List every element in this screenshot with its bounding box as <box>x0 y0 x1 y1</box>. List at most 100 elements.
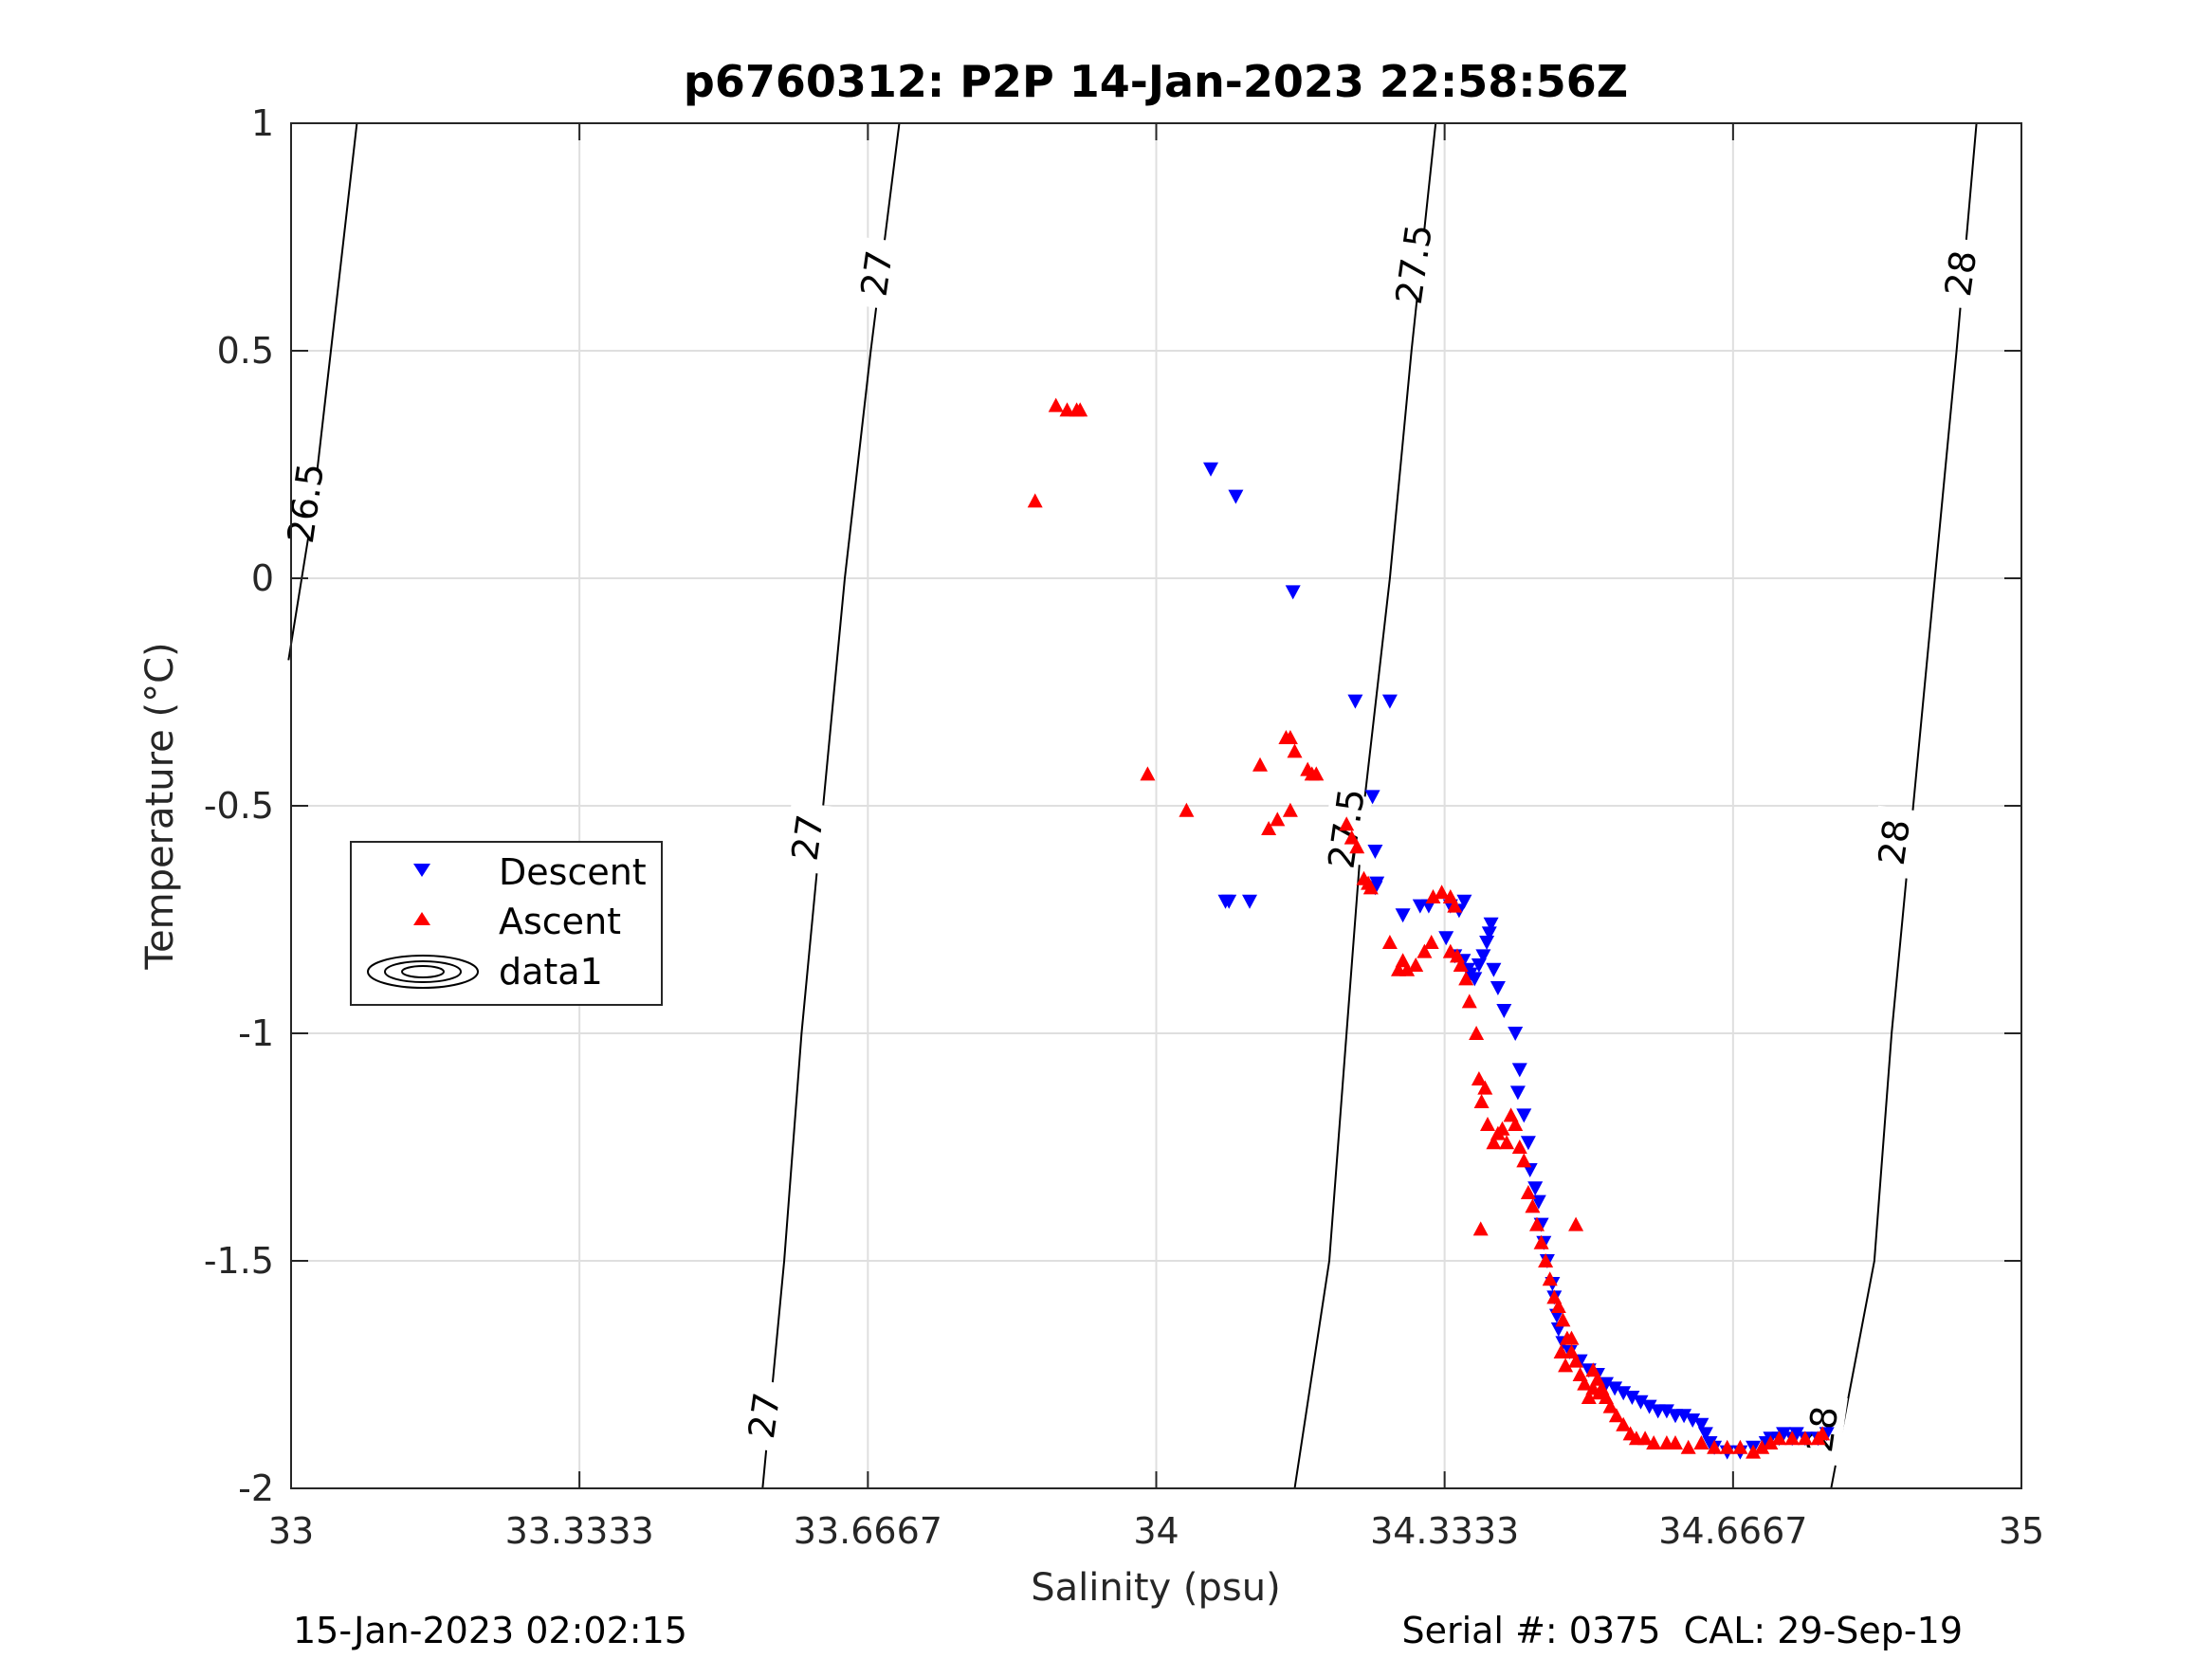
ascent-point <box>1408 957 1424 972</box>
ascent-point <box>1362 880 1379 895</box>
ascent-point <box>1581 1390 1597 1404</box>
ascent-point <box>1591 1385 1607 1400</box>
descent-point <box>1479 936 1495 950</box>
ascent-point <box>1511 1139 1527 1154</box>
descent-point <box>1221 894 1237 909</box>
x-tick-labels: 33 33.3333 33.6667 34 34.3333 34.6667 35 <box>268 1510 2044 1552</box>
contour-label-group: 27.5 <box>1388 222 1440 307</box>
descent-point <box>1516 1108 1532 1123</box>
ascent-point <box>1533 1234 1549 1249</box>
descent-point <box>1481 926 1497 941</box>
descent-point <box>1508 1027 1524 1041</box>
contour-label: 27 <box>853 247 901 299</box>
ascent-point <box>1637 1431 1654 1446</box>
ascent-point <box>1707 1439 1723 1454</box>
ascent-point <box>1473 1094 1490 1108</box>
ascent-point <box>1646 1435 1662 1449</box>
ascent-point <box>1027 493 1043 508</box>
ascent-point <box>1668 1435 1683 1449</box>
ascent-point <box>1434 884 1450 900</box>
descent-point <box>1367 845 1383 859</box>
descent-point <box>1509 1085 1526 1101</box>
ascent-point <box>1381 935 1398 949</box>
ascent-point <box>1252 757 1268 772</box>
descent-point <box>1395 908 1411 923</box>
descent-point <box>1658 1404 1674 1419</box>
y-tick-label: 0 <box>251 557 274 599</box>
ascent-point <box>1261 821 1277 835</box>
contour-label-background <box>280 466 332 540</box>
ascent-point <box>1349 839 1365 854</box>
contour-label-group: 27 <box>851 236 903 311</box>
contour-label-group: 27 <box>739 1378 790 1452</box>
contour-label-group: 28 <box>1935 236 1986 311</box>
axis-ticks <box>290 122 2022 1489</box>
legend-descent-marker <box>413 864 430 877</box>
ascent-point <box>1472 1221 1489 1236</box>
x-tick-label: 34 <box>1133 1510 1179 1552</box>
ascent-point <box>1453 957 1469 972</box>
ascent-point <box>1425 889 1441 903</box>
ascent-point <box>1719 1439 1735 1454</box>
descent-point <box>1496 1004 1512 1018</box>
contour-label: 28 <box>1937 247 1984 299</box>
ascent-point <box>1417 943 1433 958</box>
ascent-point <box>1140 766 1156 781</box>
legend: Descent Ascent data1 <box>350 841 663 1006</box>
y-tick-label: -0.5 <box>204 785 274 827</box>
ascent-point <box>1391 961 1406 976</box>
ascent-point <box>1447 898 1463 913</box>
legend-contour-icon <box>367 955 479 989</box>
ascent-point <box>1179 802 1195 817</box>
ascent-point <box>1287 743 1303 758</box>
legend-ascent-label: Ascent <box>499 901 621 942</box>
x-tick-label: 33.6667 <box>794 1510 942 1552</box>
y-tick-label: -2 <box>238 1468 274 1509</box>
descent-point <box>1486 962 1502 977</box>
ascent-point <box>1693 1435 1709 1449</box>
ascent-point <box>1494 1121 1510 1136</box>
chart-title: p6760312: P2P 14-Jan-2023 22:58:56Z <box>684 56 1628 107</box>
descent-point <box>1438 931 1454 946</box>
contour-label-group: 27 <box>782 800 833 875</box>
x-tick-label: 35 <box>1999 1510 2044 1552</box>
ascent-point <box>1553 1344 1569 1358</box>
ascent-point <box>1423 935 1439 949</box>
ascent-point <box>1763 1435 1779 1449</box>
ascent-point <box>1563 1330 1580 1345</box>
x-tick-label: 34.6667 <box>1658 1510 1807 1552</box>
ascent-point <box>1568 1216 1584 1231</box>
contour-label: 28 <box>1871 816 1918 867</box>
descent-point <box>1242 894 1257 909</box>
legend-data1-label: data1 <box>499 951 603 993</box>
descent-point <box>1456 894 1472 909</box>
ascent-point <box>1048 397 1064 412</box>
descent-point <box>1607 1381 1623 1396</box>
descent-point <box>1788 1427 1804 1442</box>
ascent-point <box>1558 1358 1574 1373</box>
ascent-point <box>1555 1312 1571 1327</box>
x-tick-label: 33 <box>268 1510 314 1552</box>
ascent-point <box>1577 1376 1593 1391</box>
legend-box <box>350 841 663 1006</box>
descent-point <box>1599 1376 1614 1392</box>
ascent-point <box>1486 1135 1502 1150</box>
ascent-point <box>1477 1080 1493 1095</box>
ascent-point <box>1680 1439 1696 1454</box>
descent-point <box>1467 972 1483 987</box>
ascent-point <box>1746 1444 1762 1459</box>
ascent-point <box>1461 994 1477 1009</box>
ascent-point <box>1458 971 1474 986</box>
descent-point <box>1364 790 1380 805</box>
ascent-point <box>1520 1185 1536 1199</box>
contour-label-background <box>1388 228 1440 301</box>
ascent-point <box>1072 402 1088 417</box>
ascent-point <box>1525 1198 1541 1213</box>
y-axis-label: Temperature (°C) <box>138 642 182 970</box>
ascent-point <box>1797 1431 1813 1446</box>
ascent-point <box>1059 402 1075 417</box>
descent-point <box>1693 1417 1709 1432</box>
x-tick-label: 34.3333 <box>1370 1510 1519 1552</box>
ascent-point <box>1542 1271 1558 1286</box>
